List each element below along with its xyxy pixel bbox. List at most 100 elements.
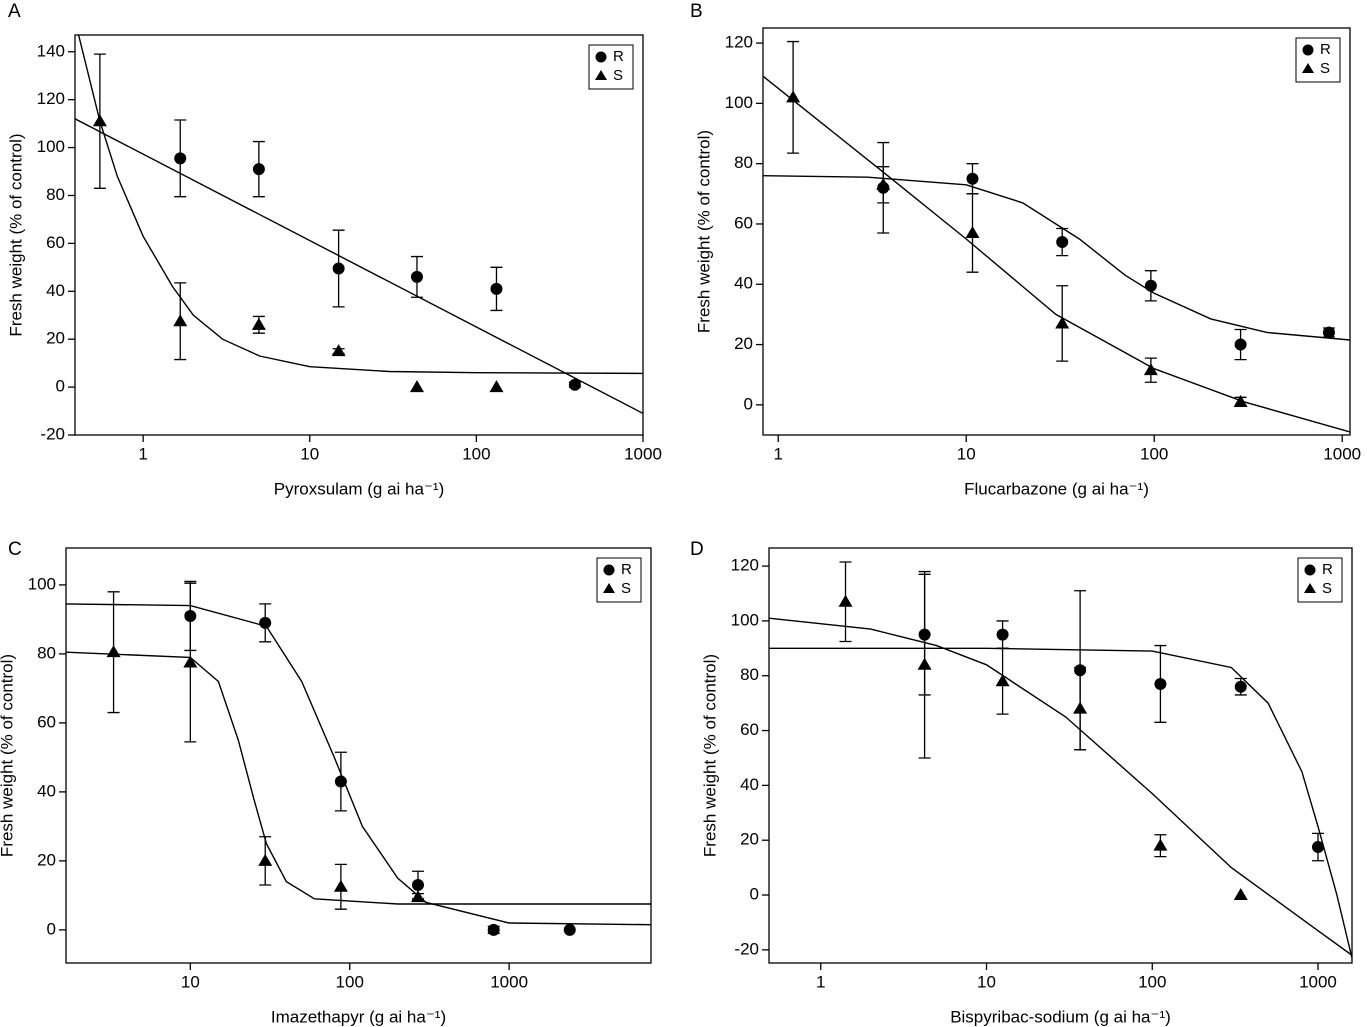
x-tick-label: 1 [138, 444, 147, 463]
legend-marker [603, 564, 615, 576]
circle-marker [568, 378, 581, 391]
triangle-marker [173, 314, 188, 327]
y-tick-label: 40 [740, 775, 759, 794]
fit-curve [75, 118, 643, 415]
y-tick-label: 80 [37, 643, 56, 662]
x-tick-label: 10 [957, 444, 976, 463]
triangle-marker [409, 380, 424, 393]
legend-marker [1304, 583, 1316, 593]
plot-frame [762, 27, 1351, 436]
x-tick-label: 1000 [1299, 972, 1337, 991]
triangle-marker [917, 657, 932, 670]
plot-frame [768, 547, 1353, 964]
x-tick-label: 100 [1140, 444, 1168, 463]
y-tick-label: 40 [37, 781, 56, 800]
panel-label: B [690, 1, 703, 22]
x-axis-label: Imazethapyr (g ai ha⁻¹) [271, 1007, 446, 1026]
x-axis-label: Flucarbazone (g ai ha⁻¹) [964, 479, 1149, 498]
y-tick-label: 120 [725, 33, 753, 52]
circle-marker [1234, 680, 1247, 693]
y-tick-label: 20 [46, 329, 65, 348]
y-tick-label: 20 [37, 850, 56, 869]
triangle-marker [106, 645, 121, 658]
circle-marker [1234, 338, 1247, 351]
circle-marker [334, 775, 347, 788]
circle-marker [1322, 326, 1335, 339]
y-tick-label: 100 [37, 137, 65, 156]
x-tick-label: 10 [977, 972, 996, 991]
y-tick-label: 40 [734, 274, 753, 293]
legend-box [588, 44, 634, 90]
legend-label: S [1322, 580, 1332, 597]
circle-marker [410, 270, 423, 283]
y-tick-label: -20 [734, 939, 759, 958]
y-tick-label: 120 [731, 556, 759, 575]
triangle-marker [251, 317, 266, 330]
triangle-marker [1143, 363, 1158, 376]
x-tick-label: 100 [336, 972, 364, 991]
panel-label: A [8, 1, 21, 22]
circle-marker [966, 172, 979, 185]
y-tick-label: 20 [734, 334, 753, 353]
legend-label: S [1320, 60, 1330, 77]
legend-label: R [613, 48, 624, 65]
y-axis-label: Fresh weight (% of control) [0, 654, 16, 857]
y-tick-label: 100 [725, 93, 753, 112]
y-tick-label: 0 [56, 377, 65, 396]
y-tick-label: 20 [740, 830, 759, 849]
legend-label: R [621, 561, 632, 578]
fit-curve [769, 617, 1352, 956]
x-tick-label: 10 [181, 972, 200, 991]
fit-curve [763, 75, 1350, 433]
y-axis-label: Fresh weight (% of control) [694, 130, 713, 333]
triangle-marker [876, 177, 891, 190]
x-tick-label: 100 [1138, 972, 1166, 991]
circle-marker [490, 282, 503, 295]
legend-marker [1302, 63, 1314, 73]
y-tick-label: 0 [750, 885, 759, 904]
legend-marker [1304, 564, 1316, 576]
legend-box [1295, 37, 1341, 83]
y-tick-label: 100 [731, 610, 759, 629]
triangle-marker [183, 655, 198, 668]
x-tick-label: 1000 [624, 444, 662, 463]
triangle-marker [1055, 316, 1070, 329]
circle-marker [174, 152, 187, 165]
fit-curve [66, 651, 651, 905]
legend-marker [595, 70, 607, 80]
fit-curve [77, 35, 643, 375]
x-tick-label: 1000 [1323, 444, 1361, 463]
panel-label: D [690, 539, 704, 560]
legend-label: R [1322, 561, 1333, 578]
legend-box [596, 557, 642, 603]
triangle-marker [786, 90, 801, 103]
circle-marker [1311, 841, 1324, 854]
y-tick-label: 100 [28, 574, 56, 593]
circle-marker [1144, 279, 1157, 292]
triangle-marker [1153, 838, 1168, 851]
circle-marker [252, 163, 265, 176]
x-axis-label: Bispyribac-sodium (g ai ha⁻¹) [950, 1007, 1171, 1026]
legend-label: R [1320, 41, 1331, 58]
plot-frame [74, 34, 644, 436]
circle-marker [332, 262, 345, 275]
triangle-marker [489, 380, 504, 393]
triangle-marker [838, 594, 853, 607]
y-tick-label: 80 [740, 665, 759, 684]
fit-curve [66, 603, 651, 926]
triangle-marker [258, 853, 273, 866]
legend-label: S [621, 580, 631, 597]
y-tick-label: 60 [46, 233, 65, 252]
circle-marker [563, 923, 576, 936]
circle-marker [1154, 677, 1167, 690]
triangle-marker [1073, 701, 1088, 714]
triangle-marker [965, 226, 980, 239]
circle-marker [487, 923, 500, 936]
y-tick-label: 60 [740, 720, 759, 739]
y-tick-label: 60 [734, 213, 753, 232]
circle-marker [1056, 236, 1069, 249]
x-tick-label: 10 [300, 444, 319, 463]
y-tick-label: 40 [46, 281, 65, 300]
triangle-marker [333, 879, 348, 892]
